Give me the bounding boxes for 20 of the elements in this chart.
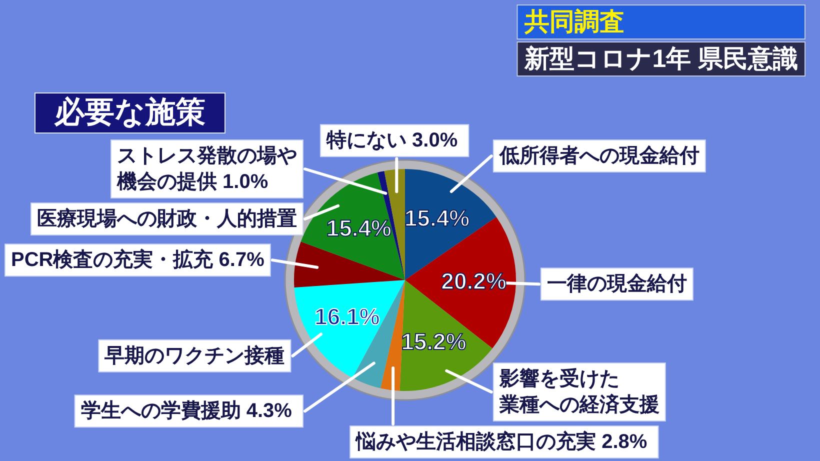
slice-label: 早期のワクチン接種 [104,344,285,367]
data-label: 15.4% [404,205,470,232]
slice-label: 学生への学費援助 4.3% [80,400,292,422]
slice-label: 医療現場への財政・人的措置 [37,207,297,230]
data-label: 20.2% [441,268,506,294]
slice-label: 低所得者への現金給付 [498,145,700,168]
pie-slice [300,172,405,280]
data-label: 15.4% [326,214,392,241]
slice-label: 一律の現金給付 [546,273,687,296]
slice-label: 悩みや生活相談窓口の充実 2.8% [355,430,648,453]
chart-title: 必要な施策 [54,96,206,129]
text: 共同調査 [523,8,624,36]
chart-subtitle: 新型コロナ1年 県民意識 [523,45,798,73]
slice-label: 影響を受けた業種への経済支援 [498,367,660,416]
pie-slice [294,242,405,288]
slice-label: 特にない 3.0% [325,130,458,152]
slice-label: ストレス発散の場や機会の提供 1.0% [116,145,297,193]
data-label: 15.2% [401,328,466,355]
slice-label: PCR検査の充実・拡充 6.7% [10,248,265,272]
data-label: 16.1% [314,303,380,330]
